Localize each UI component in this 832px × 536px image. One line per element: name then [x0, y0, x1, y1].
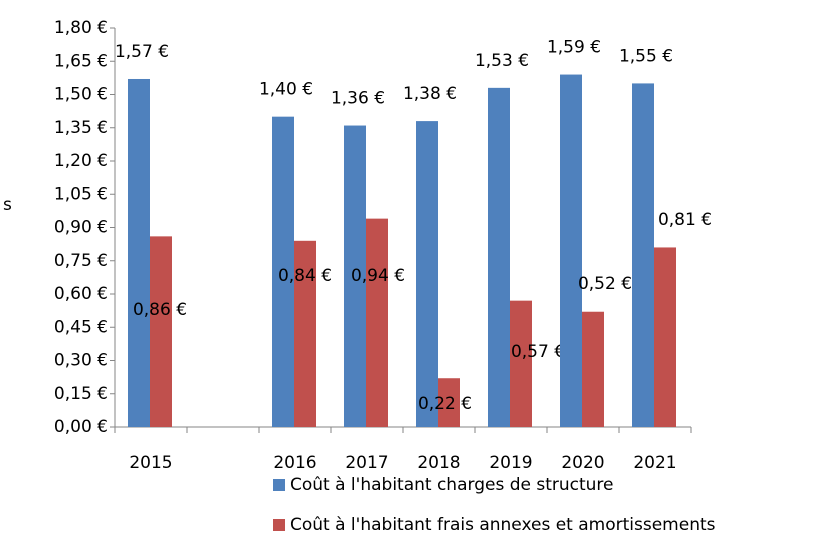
y-axis-label: s	[3, 195, 12, 215]
x-tick-label: 2019	[489, 453, 532, 473]
legend-label: Coût à l'habitant charges de structure	[290, 475, 614, 495]
bar	[488, 87, 510, 427]
value-label: 1,57 €	[115, 42, 169, 62]
x-tick-label: 2018	[417, 453, 460, 473]
value-label: 1,36 €	[331, 89, 385, 109]
x-tick-label: 2021	[633, 453, 676, 473]
x-tick-label: 2020	[561, 453, 604, 473]
bar	[438, 378, 460, 427]
x-tick-label: 2016	[273, 453, 316, 473]
y-tick-label: 1,50 €	[54, 85, 108, 105]
y-tick-label: 0,15 €	[54, 384, 108, 404]
y-tick-label: 1,80 €	[54, 18, 108, 38]
value-label: 0,81 €	[658, 210, 712, 230]
bar	[416, 121, 438, 427]
bar	[366, 218, 388, 427]
value-label: 0,84 €	[278, 266, 332, 286]
legend-swatch	[273, 479, 285, 491]
y-tick-label: 0,45 €	[54, 317, 108, 337]
y-tick-label: 0,60 €	[54, 284, 108, 304]
value-label: 1,59 €	[547, 38, 601, 58]
y-tick-label: 1,35 €	[54, 118, 108, 138]
value-label: 0,94 €	[351, 266, 405, 286]
y-tick-label: 1,20 €	[54, 151, 108, 171]
value-label: 1,55 €	[619, 46, 673, 66]
bar	[560, 74, 582, 428]
y-tick-label: 1,05 €	[54, 184, 108, 204]
bar	[128, 78, 150, 427]
value-label: 0,52 €	[578, 274, 632, 294]
bar	[294, 240, 316, 427]
bar	[344, 125, 366, 428]
value-label: 0,86 €	[133, 300, 187, 320]
value-label: 0,22 €	[418, 394, 472, 414]
value-label: 0,57 €	[511, 342, 565, 362]
y-tick-label: 0,30 €	[54, 351, 108, 371]
legend-swatch	[273, 519, 285, 531]
value-label: 1,38 €	[403, 84, 457, 104]
bar	[632, 83, 654, 428]
x-tick-label: 2017	[345, 453, 388, 473]
y-tick-label: 0,00 €	[54, 417, 108, 437]
bar	[150, 236, 172, 427]
y-tick-label: 1,65 €	[54, 51, 108, 71]
value-label: 1,40 €	[259, 80, 313, 100]
x-tick-label: 2015	[129, 453, 172, 473]
bar	[582, 311, 604, 427]
bar	[510, 300, 532, 427]
y-tick-label: 0,90 €	[54, 218, 108, 238]
bar	[272, 116, 294, 428]
legend-label: Coût à l'habitant frais annexes et amort…	[290, 515, 716, 535]
y-tick-label: 0,75 €	[54, 251, 108, 271]
bar	[654, 247, 676, 427]
value-label: 1,53 €	[475, 51, 529, 71]
